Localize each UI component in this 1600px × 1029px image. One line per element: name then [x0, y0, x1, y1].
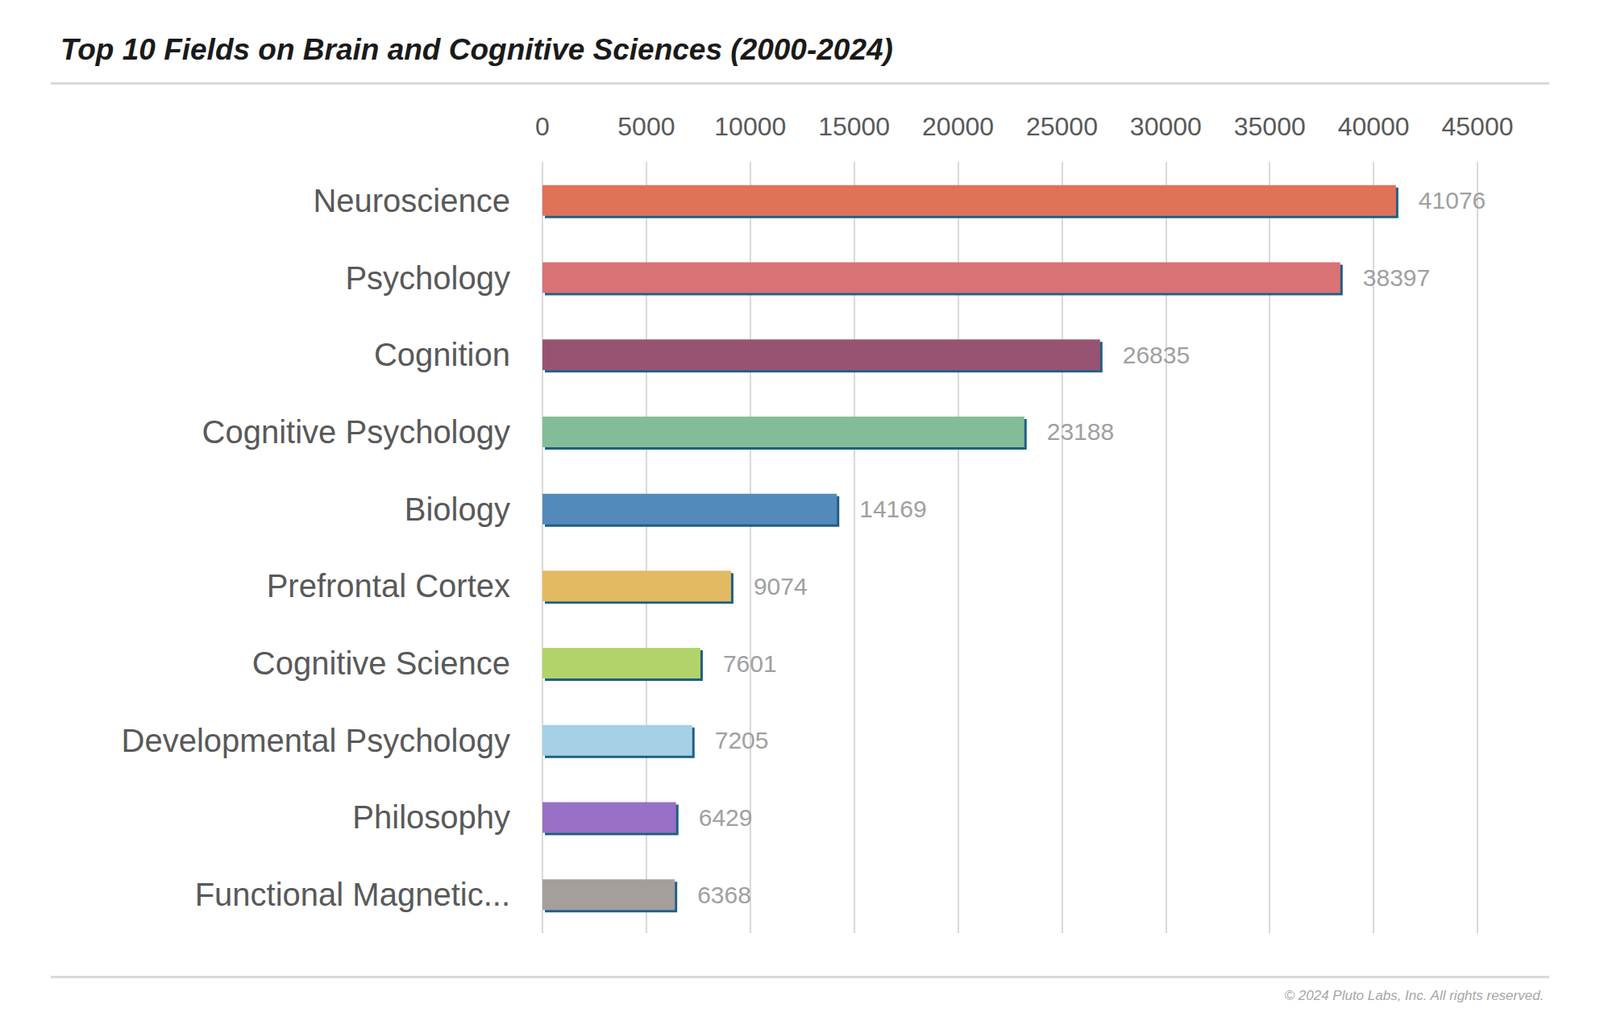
svg-text:0: 0: [535, 112, 550, 142]
svg-text:Top 10 Fields on Brain and Cog: Top 10 Fields on Brain and Cognitive Sci…: [60, 33, 894, 67]
svg-text:Cognitive Psychology: Cognitive Psychology: [202, 414, 511, 450]
svg-text:14169: 14169: [859, 495, 927, 523]
svg-text:Functional Magnetic...: Functional Magnetic...: [195, 876, 511, 913]
svg-text:9074: 9074: [753, 573, 808, 600]
svg-text:41076: 41076: [1418, 187, 1486, 214]
svg-text:Psychology: Psychology: [344, 260, 511, 296]
svg-text:45000: 45000: [1442, 112, 1514, 142]
svg-text:Cognitive Science: Cognitive Science: [252, 645, 511, 682]
svg-text:15000: 15000: [818, 112, 890, 142]
svg-text:5000: 5000: [617, 112, 675, 142]
svg-text:38397: 38397: [1363, 264, 1430, 291]
svg-text:7205: 7205: [714, 727, 769, 754]
svg-text:30000: 30000: [1130, 112, 1202, 142]
svg-text:Developmental Psychology: Developmental Psychology: [121, 723, 511, 759]
svg-text:Cognition: Cognition: [374, 336, 511, 373]
svg-text:20000: 20000: [922, 112, 994, 142]
svg-text:6429: 6429: [698, 804, 753, 832]
svg-text:Biology: Biology: [404, 491, 511, 528]
svg-text:23188: 23188: [1047, 418, 1114, 445]
svg-text:35000: 35000: [1234, 112, 1306, 142]
svg-text:Prefrontal Cortex: Prefrontal Cortex: [266, 568, 511, 604]
svg-text:26835: 26835: [1122, 341, 1190, 369]
svg-text:© 2024 Pluto Labs, Inc. All ri: © 2024 Pluto Labs, Inc. All rights reser…: [1284, 988, 1545, 1004]
svg-text:25000: 25000: [1026, 112, 1098, 142]
svg-text:7601: 7601: [723, 650, 778, 678]
svg-text:40000: 40000: [1338, 112, 1410, 142]
svg-text:10000: 10000: [714, 112, 786, 142]
svg-text:Neuroscience: Neuroscience: [312, 182, 511, 219]
svg-text:6368: 6368: [697, 881, 752, 909]
svg-text:Philosophy: Philosophy: [352, 799, 511, 836]
